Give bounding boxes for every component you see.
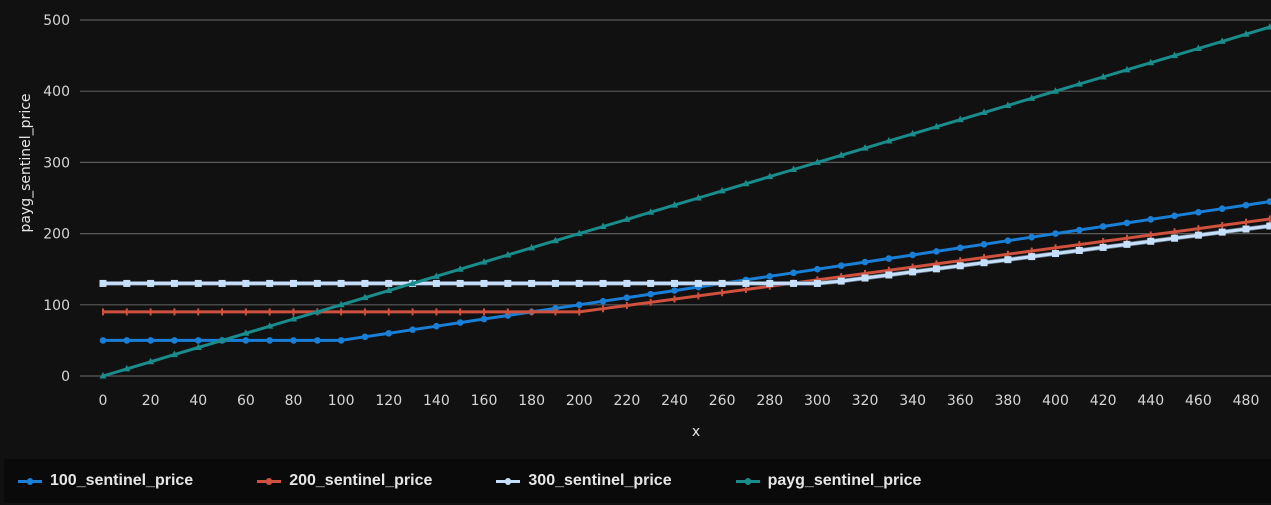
- svg-text:420: 420: [1090, 393, 1117, 409]
- svg-text:120: 120: [375, 393, 402, 409]
- svg-text:100: 100: [43, 298, 70, 314]
- line-swatch-icon: [257, 477, 282, 485]
- svg-text:20: 20: [142, 393, 160, 409]
- svg-text:200: 200: [43, 227, 70, 243]
- y-axis-ticks: 0 100 200 300 400 500: [43, 13, 70, 385]
- svg-text:300: 300: [43, 155, 70, 171]
- svg-text:220: 220: [614, 393, 641, 409]
- chart-legend: 100_sentinel_price 200_sentinel_price 30…: [4, 459, 1271, 503]
- svg-text:200: 200: [566, 393, 593, 409]
- legend-label: 200_sentinel_price: [289, 472, 433, 489]
- svg-text:40: 40: [189, 393, 207, 409]
- svg-text:440: 440: [1137, 393, 1164, 409]
- svg-text:60: 60: [237, 393, 255, 409]
- x-axis-title: x: [692, 424, 700, 440]
- svg-text:100: 100: [328, 393, 355, 409]
- line-swatch-icon: [735, 477, 760, 485]
- svg-text:380: 380: [995, 393, 1022, 409]
- line-swatch-icon: [18, 477, 42, 485]
- x-axis-ticks: 0 20 40 60 80 100 120 140 160 180 200 220 240 260 280 3…: [99, 393, 1260, 409]
- svg-text:480: 480: [1233, 393, 1260, 409]
- series-300_sentinel_price: [99, 222, 1271, 287]
- series-200_sentinel_price: [102, 215, 1271, 316]
- svg-text:140: 140: [423, 393, 450, 409]
- svg-text:180: 180: [518, 393, 545, 409]
- series-payg_sentinel_price: [99, 23, 1271, 379]
- legend-item-100-sentinel-price[interactable]: 100_sentinel_price: [18, 472, 193, 490]
- svg-text:500: 500: [43, 13, 70, 29]
- svg-text:160: 160: [471, 393, 498, 409]
- legend-label: 300_sentinel_price: [528, 472, 672, 489]
- svg-text:0: 0: [61, 369, 70, 385]
- series-100_sentinel_price: [99, 198, 1271, 344]
- svg-text:460: 460: [1185, 393, 1212, 409]
- y-axis-title: payg_sentinel_price: [18, 93, 34, 232]
- svg-text:240: 240: [661, 393, 688, 409]
- legend-item-payg-sentinel-price[interactable]: payg_sentinel_price: [735, 472, 922, 490]
- legend-label: payg_sentinel_price: [767, 472, 922, 489]
- svg-text:340: 340: [899, 393, 926, 409]
- series-lines: [99, 23, 1271, 379]
- legend-item-300-sentinel-price[interactable]: 300_sentinel_price: [496, 472, 672, 490]
- legend-item-200-sentinel-price[interactable]: 200_sentinel_price: [257, 472, 432, 490]
- line-swatch-icon: [496, 477, 521, 485]
- svg-text:360: 360: [947, 393, 974, 409]
- legend-label: 100_sentinel_price: [50, 472, 194, 489]
- svg-text:320: 320: [852, 393, 879, 409]
- svg-text:400: 400: [1042, 393, 1069, 409]
- svg-text:80: 80: [285, 393, 303, 409]
- svg-text:0: 0: [99, 393, 108, 409]
- svg-text:260: 260: [709, 393, 736, 409]
- svg-text:400: 400: [43, 84, 70, 100]
- svg-text:280: 280: [756, 393, 783, 409]
- grid-lines: [80, 19, 1271, 377]
- svg-text:300: 300: [804, 393, 831, 409]
- line-chart: 0 100 200 300 400 500 0 20 40 60 80 100 120 140 160 18…: [18, 13, 1271, 440]
